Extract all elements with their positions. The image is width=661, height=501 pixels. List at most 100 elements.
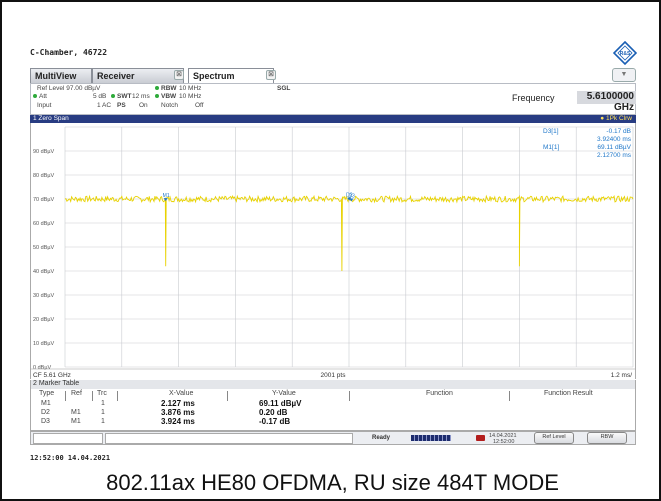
vbw-value: 10 MHz [179,93,202,100]
marker-d2 [347,197,352,201]
column-divider [509,391,510,401]
y-tick-label: 90 dBµV [33,149,55,155]
y-tick-label: 20 dBµV [33,317,55,323]
caption: 802.11ax HE80 OFDMA, RU size 484T MODE [106,470,559,495]
settings-panel: Ref Level 97.00 dBµV Att 5 dB Input 1 AC… [30,83,636,115]
table-row[interactable]: M1 1 2.127 ms 69.11 dBµV [31,399,635,409]
progress-bar [411,435,451,441]
tab-label: MultiView [35,71,77,81]
marker-readout-value: -0.17 dB [606,128,631,135]
table-row[interactable]: D2 M1 1 3.876 ms 0.20 dB [31,408,635,418]
table-cell-trc: 1 [101,409,105,416]
sweep-mode[interactable]: SGL [277,85,291,92]
table-cell-type: M1 [41,400,51,407]
header-x-value: X-Value [169,390,194,397]
chevron-down-icon[interactable]: ▼ [612,68,636,82]
column-divider [92,391,93,401]
ref-level-button[interactable]: Ref Level [534,432,574,444]
span-per-div-label: 1.2 ms/ [611,372,633,379]
column-divider [227,391,228,401]
header-type: Type [39,390,55,397]
header-function-result: Function Result [544,390,593,397]
tab-bar: MultiView Receiver ⊠ Spectrum ⊠ [30,68,636,84]
marker-m1 [163,198,168,202]
swt-value: 12 ms [132,93,150,100]
marker-d3 [349,198,354,202]
table-cell-x: 3.924 ms [161,417,195,426]
rohde-schwarz-logo-icon: R&S [613,41,637,65]
att-value: 5 dB [93,93,107,100]
table-cell-trc: 1 [101,418,105,425]
input-setting[interactable]: Input [37,102,52,109]
status-ready: Ready [372,435,391,441]
header-ref: Ref [71,390,82,397]
status-date: 14.04.2021 [489,433,517,439]
swt-setting[interactable]: SWT [111,93,131,100]
device-label: C-Chamber, 46722 [30,48,108,57]
svg-text:R&S: R&S [620,51,631,57]
ps-value: On [139,102,148,109]
y-tick-label: 60 dBµV [33,221,55,227]
plot-svg: 90 dBµV 80 dBµV 70 dBµV 60 dBµV 50 dBµV 40 dB… [31,126,635,379]
table-cell-type: D2 [41,409,50,416]
y-tick-label: 50 dBµV [33,245,55,251]
table-cell-y: 69.11 dBµV [259,399,302,408]
plot-title: 1 Zero Span [33,115,69,122]
marker-readout-value: 2.12700 ms [597,152,632,159]
marker-label: D3 [348,194,355,200]
status-bar: Ready 14.04.2021 12:52:00 Ref Level RBW [30,431,636,445]
marker-label: D2 [346,193,353,199]
frequency-label: Frequency [512,93,555,103]
trace-line [64,194,634,272]
tab-spectrum[interactable]: Spectrum [188,68,274,84]
marker-readout-value: 69.11 dBµV [597,144,631,151]
header-function: Function [426,390,453,397]
ref-level[interactable]: Ref Level 97.00 dBµV [37,85,101,92]
timestamp: 12:52:00 14.04.2021 [30,454,111,462]
marker-readout-name: M1[1] [543,144,559,151]
vbw-setting[interactable]: VBW [155,93,176,100]
frequency-field[interactable]: 5.6100000 GHz [577,91,636,113]
table-cell-type: D3 [41,418,50,425]
table-cell-x: 3.876 ms [161,408,195,417]
tab-multiview[interactable]: MultiView [30,68,92,83]
y-tick-label: 70 dBµV [33,197,55,203]
tab-label: Receiver [97,71,135,81]
notch-value: Off [195,102,204,109]
y-tick-label: 30 dBµV [33,293,55,299]
status-datetime: 14.04.2021 12:52:00 [489,433,517,445]
marker-readout-name: D3[1] [543,128,559,135]
notch-setting[interactable]: Notch [161,102,178,109]
y-tick-label: 10 dBµV [33,341,55,347]
spectrum-plot[interactable]: 90 dBµV 80 dBµV 70 dBµV 60 dBµV 50 dBµV 40 dB… [30,123,636,379]
status-dot-icon [155,86,159,91]
status-time: 12:52:00 [493,439,515,445]
ps-setting[interactable]: PS [117,102,126,109]
table-cell-trc: 1 [101,400,105,407]
marker-table-title: 2 Marker Table [30,380,636,389]
header-y-value: Y-Value [272,390,296,397]
input-value: 1 AC [97,102,112,109]
tab-close-icon[interactable]: ⊠ [266,70,276,80]
plot-header: 1 Zero Span ● 1Pk Clrw [30,115,636,123]
status-field [33,433,103,444]
rbw-setting[interactable]: RBW [155,85,177,92]
table-cell-ref: M1 [71,418,81,425]
marker-label: M1 [163,193,170,199]
tab-label: Spectrum [193,71,235,81]
tab-close-icon[interactable]: ⊠ [174,70,184,80]
y-tick-label: 0 dBµV [33,365,51,371]
status-message-field [105,433,353,444]
cf-label: CF 5.61 GHz [33,372,71,379]
record-icon [476,435,485,441]
rbw-button[interactable]: RBW [587,432,627,444]
table-row[interactable]: D3 M1 1 3.924 ms -0.17 dB [31,417,635,427]
status-dot-icon [111,94,115,99]
rbw-value: 10 MHz [179,85,202,92]
table-cell-y: -0.17 dB [259,417,291,426]
tab-receiver[interactable]: Receiver [92,68,184,83]
status-dot-icon [155,94,159,99]
marker-table: Type Ref Trc X-Value Y-Value Function Fu… [30,389,636,431]
att-setting[interactable]: Att [33,93,47,100]
